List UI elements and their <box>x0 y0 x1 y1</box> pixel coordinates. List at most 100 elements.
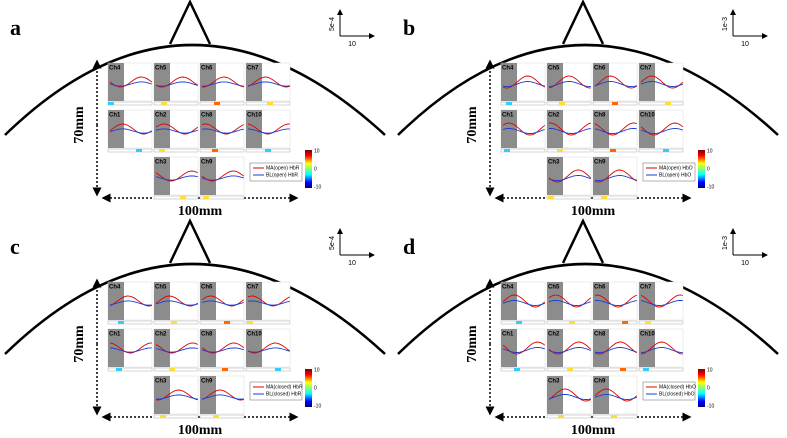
task-curve <box>548 341 592 355</box>
nose <box>561 218 605 264</box>
task-curve <box>502 294 546 308</box>
task-curve <box>247 123 290 135</box>
task-shade <box>200 329 216 367</box>
head-outline <box>397 43 779 136</box>
stat-strip-mark <box>601 196 607 199</box>
panel: b 1e-3 10 70mm 100mm Ch4 Ch5 Ch6 Ch7 Ch1 Ch2 Ch8 Ch1… <box>397 0 779 219</box>
baseline-curve <box>640 81 683 87</box>
stat-strip <box>500 148 546 153</box>
colorbar <box>305 150 312 188</box>
channel-label: Ch9 <box>201 379 213 385</box>
task-shade <box>108 110 124 148</box>
stat-strip-mark <box>620 368 626 371</box>
task-curve <box>109 342 152 354</box>
baseline-curve <box>109 81 152 87</box>
stat-strip <box>638 101 684 106</box>
height-label: 70mm <box>465 325 480 363</box>
stat-strip-mark <box>160 415 166 418</box>
task-shade <box>593 63 609 101</box>
stat-strip <box>546 101 592 106</box>
stat-strip-mark <box>136 149 142 152</box>
task-shade <box>639 110 655 148</box>
channel-label: Ch1 <box>109 332 121 338</box>
channel-label: Ch6 <box>201 285 213 291</box>
task-shade <box>246 110 262 148</box>
baseline-curve <box>594 81 637 87</box>
channel-label: Ch4 <box>502 66 514 72</box>
stat-strip <box>153 195 199 200</box>
stat-strip-mark <box>108 102 114 105</box>
channel-label: Ch7 <box>640 285 652 291</box>
baseline-curve <box>549 128 591 134</box>
colorbar-tick-label: 10 <box>707 148 713 154</box>
width-label: 100mm <box>571 423 616 438</box>
stat-strip <box>199 148 245 153</box>
stat-strip <box>199 195 245 200</box>
stat-strip-mark <box>161 102 167 105</box>
task-shade <box>593 157 609 195</box>
task-shade <box>501 110 517 148</box>
scale-bar <box>732 12 765 36</box>
task-curve <box>109 123 153 135</box>
baseline-curve <box>594 394 637 400</box>
stat-strip-mark <box>265 149 271 152</box>
stat-strip <box>500 367 546 372</box>
channel-label: Ch1 <box>109 113 121 119</box>
legend-label: MA(closed) HbR <box>266 384 303 390</box>
stat-strip-mark <box>557 149 563 152</box>
stat-strip <box>199 101 245 106</box>
head-outline <box>397 262 779 355</box>
stat-strip-mark <box>567 368 573 371</box>
stat-strip-mark <box>214 102 220 105</box>
channel-label: Ch3 <box>548 160 560 166</box>
stat-strip-mark <box>180 196 186 199</box>
task-curve <box>109 76 153 88</box>
channel-label: Ch10 <box>247 332 262 338</box>
channel-label: Ch8 <box>594 332 606 338</box>
stat-strip-mark <box>504 149 510 152</box>
stat-strip-mark <box>506 102 512 105</box>
baseline-curve <box>247 128 290 134</box>
head-outline <box>4 262 386 355</box>
colorbar <box>698 150 705 188</box>
baseline-curve <box>247 347 290 353</box>
scale-x-label: 10 <box>348 41 356 48</box>
stat-strip-mark <box>213 415 219 418</box>
channel-label: Ch1 <box>502 332 514 338</box>
stat-strip-mark <box>275 368 281 371</box>
nose <box>561 0 605 45</box>
baseline-curve <box>202 81 244 87</box>
baseline-curve <box>502 128 545 134</box>
task-shade <box>593 110 609 148</box>
stat-strip-mark <box>569 321 575 324</box>
colorbar-tick-label: -10 <box>707 184 714 190</box>
height-label: 70mm <box>465 106 480 144</box>
channel-label: Ch4 <box>502 285 514 291</box>
channel-label: Ch10 <box>640 332 655 338</box>
baseline-curve <box>548 175 591 181</box>
stat-strip-mark <box>116 368 122 371</box>
colorbar-tick-label: 0 <box>707 385 710 391</box>
task-shade <box>154 63 170 101</box>
stat-strip <box>546 195 592 200</box>
task-curve <box>548 122 591 136</box>
task-curve <box>201 123 244 135</box>
baseline-curve <box>201 175 244 181</box>
baseline-curve <box>155 81 198 87</box>
scale-x-label: 10 <box>741 41 749 48</box>
task-shade <box>108 329 124 367</box>
baseline-curve <box>502 300 545 306</box>
panel: d 1e-3 10 70mm 100mm Ch4 Ch5 Ch6 Ch7 Ch1 Ch2 Ch8 Ch1… <box>397 218 779 438</box>
stat-strip-mark <box>645 321 651 324</box>
channel-label: Ch8 <box>201 113 213 119</box>
legend-label: MA(closed) HbO <box>659 384 696 390</box>
channel-label: Ch3 <box>548 379 560 385</box>
stat-strip-mark <box>267 102 273 105</box>
task-curve <box>640 294 683 308</box>
task-shade <box>108 63 124 101</box>
task-curve <box>640 75 684 89</box>
channel-label: Ch4 <box>109 66 121 72</box>
task-curve <box>247 342 291 354</box>
